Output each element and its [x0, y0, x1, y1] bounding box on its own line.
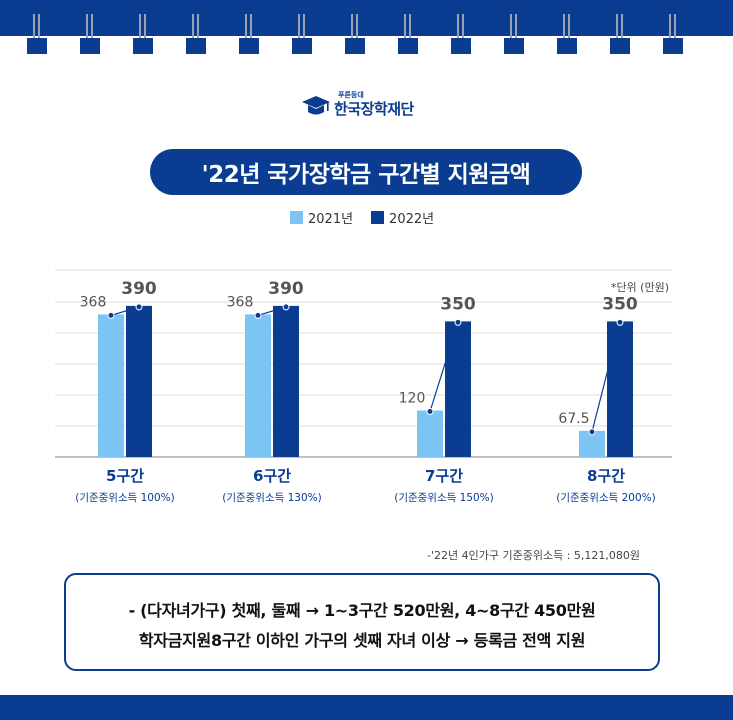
value-label-2022-5구간: 390: [121, 279, 157, 299]
binder-ring: [239, 14, 259, 62]
value-label-2022-7구간: 350: [440, 294, 476, 314]
legend-label-2022: 2022년: [389, 211, 435, 227]
chart-legend: 2021년 2022년: [290, 207, 452, 227]
bar-2022-5구간: [126, 305, 152, 457]
page-title: '22년 국가장학금 구간별 지원금액: [150, 149, 582, 195]
category-label: 5구간: [105, 467, 145, 485]
kosaf-logo: 푸른등대 한국장학재단: [300, 90, 440, 122]
connector-line: [110, 306, 140, 316]
connector-line: [591, 322, 621, 432]
category-label: 8구간: [586, 467, 626, 485]
point-2022-8구간: [616, 318, 624, 326]
point-2021-7구간: [426, 408, 434, 415]
note-line-1: - (다자녀가구) 첫째, 둘째 → 1~3구간 520만원, 4~8구간 45…: [128, 601, 596, 620]
legend-item-2021: 2021년: [290, 208, 353, 227]
binder-ring: [345, 14, 365, 62]
value-label-2021-8구간: 67.5: [558, 411, 589, 427]
point-2021-6구간: [254, 311, 262, 319]
binder-ring: [27, 14, 47, 62]
point-2022-5구간: [135, 303, 143, 311]
top-banner: [0, 0, 733, 36]
bar-2022-8구간: [607, 321, 633, 457]
legend-swatch-2021: [290, 210, 303, 224]
connector-line: [429, 322, 459, 412]
category-sublabel: (기준중위소득 130%): [222, 492, 322, 504]
point-2022-7구간: [454, 318, 462, 326]
note-box: - (다자녀가구) 첫째, 둘째 → 1~3구간 520만원, 4~8구간 45…: [64, 573, 660, 671]
bar-2022-7구간: [445, 321, 471, 457]
category-label: 7구간: [424, 467, 464, 485]
category-label: 6구간: [252, 467, 292, 485]
bar-2021-5구간: [98, 314, 124, 457]
bottom-banner: [0, 695, 733, 720]
graduation-cap-icon: [302, 96, 330, 115]
footnote: -'22년 4인가구 기준중위소득 : 5,121,080원: [427, 549, 640, 562]
value-label-2022-6구간: 390: [268, 279, 304, 299]
binder-ring: [610, 14, 630, 62]
point-2022-6구간: [282, 303, 290, 311]
binder-ring: [504, 14, 524, 62]
bar-2022-6구간: [273, 305, 299, 457]
category-sublabel: (기준중위소득 150%): [394, 492, 494, 504]
binder-ring: [186, 14, 206, 62]
bar-2021-6구간: [245, 314, 271, 457]
bar-2021-7구간: [417, 410, 443, 457]
value-label-2021-6구간: 368: [227, 294, 254, 310]
binder-ring: [133, 14, 153, 62]
logo-name: 한국장학재단: [334, 100, 414, 118]
point-2021-5구간: [107, 311, 115, 319]
logo-tagline: 푸른등대: [338, 91, 364, 99]
binder-ring: [398, 14, 418, 62]
category-sublabel: (기준중위소득 100%): [75, 492, 175, 504]
note-line-2: 학자금지원8구간 이하인 가구의 셋째 자녀 이상 → 등록금 전액 지원: [138, 631, 586, 650]
legend-item-2022: 2022년: [371, 208, 434, 227]
binder-ring: [557, 14, 577, 62]
value-label-2022-8구간: 350: [602, 294, 638, 314]
binder-rings: [0, 0, 733, 70]
value-label-2021-5구간: 368: [80, 294, 107, 310]
category-sublabel: (기준중위소득 200%): [556, 492, 656, 504]
legend-swatch-2022: [371, 210, 385, 224]
value-label-2021-7구간: 120: [399, 391, 426, 407]
connector-line: [257, 306, 287, 316]
binder-ring: [663, 14, 683, 62]
binder-ring: [292, 14, 312, 62]
binder-ring: [451, 14, 471, 62]
unit-label: *단위 (만원): [610, 281, 669, 294]
binder-ring: [80, 14, 100, 62]
legend-label-2021: 2021년: [308, 211, 354, 227]
point-2021-8구간: [588, 428, 596, 436]
